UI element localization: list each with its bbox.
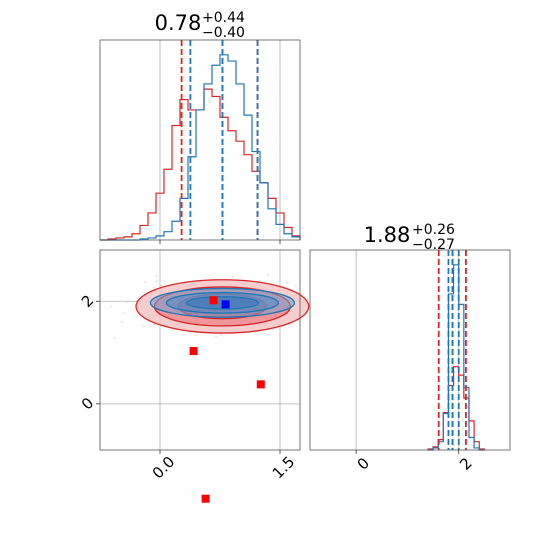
joint-sample-point — [113, 337, 116, 339]
joint-sample-point — [155, 274, 158, 277]
hist1-series-b-step — [100, 88, 301, 241]
joint-density-panel — [96, 250, 310, 503]
joint-sample-point — [144, 281, 147, 284]
x-tick-label-param2-1: 2 — [456, 454, 475, 473]
y-tick-label-param2-0: 0 — [78, 394, 97, 413]
param1-title-sub: −0.40 — [202, 25, 245, 41]
joint-sample-point — [160, 284, 163, 287]
y-tick-label-param2-1: 2 — [78, 291, 97, 310]
joint-marker-b-2 — [256, 380, 265, 389]
hist1-series-a-step — [100, 54, 301, 241]
y-tick-labels: 02 — [78, 291, 97, 413]
x-tick-label-param2-0: 0 — [354, 454, 373, 473]
joint-sample-point — [258, 279, 261, 282]
joint-panel-frame — [99, 249, 301, 451]
hist2-series-a-step — [427, 264, 485, 451]
param2-title-value: 1.88 — [364, 223, 411, 247]
joint-sample-point — [286, 281, 289, 284]
joint-marker-b-3 — [201, 494, 210, 503]
x-tick-label-param1-0: 0.0 — [149, 453, 179, 483]
histogram-param2-frame — [309, 249, 511, 451]
param1-title: 0.78 — [155, 11, 202, 35]
joint-sample-point — [267, 273, 269, 276]
param1-title-value: 0.78 — [155, 11, 202, 35]
joint-sample-point — [215, 335, 217, 338]
param1-title-sup: +0.44 — [202, 10, 245, 26]
joint-sample-point — [110, 305, 112, 308]
joint-sample-point — [125, 301, 128, 303]
histogram-param1-frame — [99, 39, 301, 241]
histogram-param1 — [100, 40, 301, 244]
x-tick-labels: 0.0 1.5 0 2 — [149, 453, 476, 483]
joint-marker-a-0 — [221, 300, 230, 309]
joint-sample-point — [142, 325, 145, 328]
joint-sample-point — [294, 284, 297, 287]
joint-sample-point — [219, 334, 222, 336]
joint-sample-point — [231, 275, 234, 278]
joint-sample-point — [120, 320, 123, 323]
joint-sample-point — [152, 323, 155, 326]
joint-sample-point — [152, 286, 155, 289]
joint-marker-b-0 — [209, 296, 218, 305]
param2-title-sub: −0.27 — [412, 237, 455, 253]
param2-title-sup: +0.26 — [412, 222, 455, 238]
x-tick-label-param1-1: 1.5 — [269, 453, 299, 483]
hist2-series-b-step — [427, 366, 485, 450]
joint-marker-b-1 — [189, 347, 198, 356]
histogram-param2 — [355, 250, 485, 454]
joint-sample-point — [155, 280, 158, 283]
joint-sample-point — [194, 333, 197, 336]
joint-sample-point — [123, 312, 126, 315]
